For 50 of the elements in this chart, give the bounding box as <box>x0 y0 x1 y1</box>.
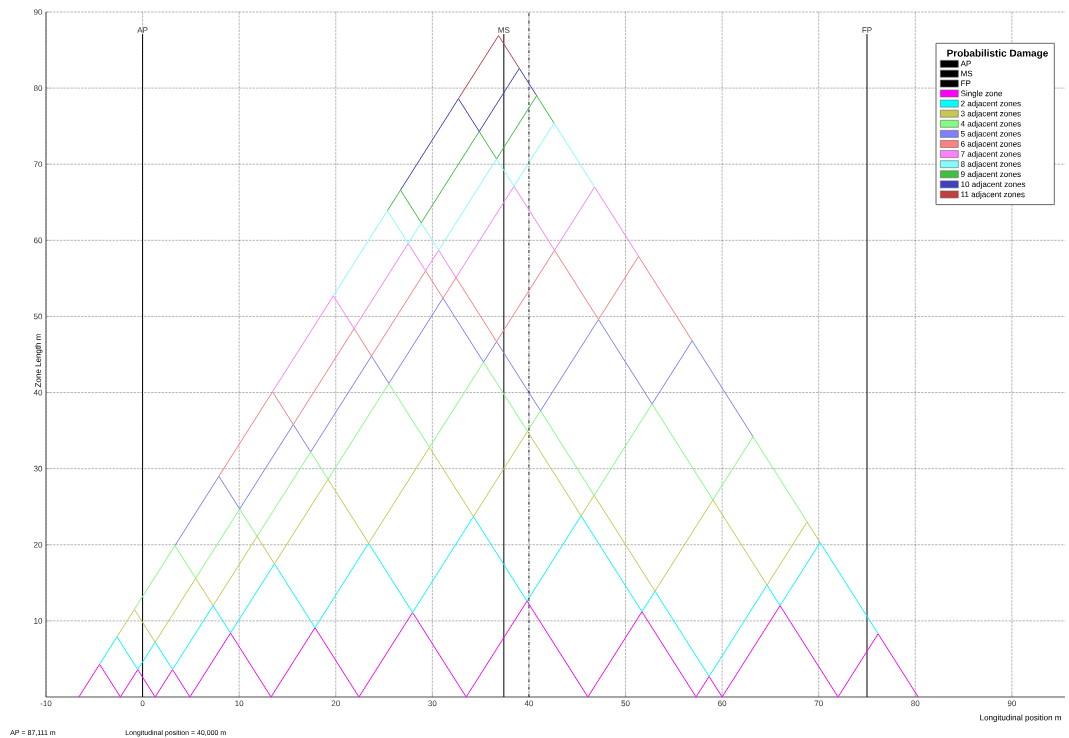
legend-label: MS <box>961 70 973 77</box>
y-tick-label: 30 <box>33 465 43 472</box>
line-series <box>133 361 808 610</box>
x-tick-label: 80 <box>911 700 920 707</box>
text: AP <box>137 27 148 33</box>
legend-label: 5 adjacent zones <box>960 130 1021 139</box>
legend-label: Single zone <box>960 90 1003 98</box>
line-series <box>174 297 754 547</box>
x-tick-label: 40 <box>524 700 534 707</box>
x-axis-title: Longitudinal position m <box>980 714 1061 722</box>
x-tick-label: 0 <box>140 700 145 707</box>
legend-label: 9 adjacent zones <box>961 171 1021 179</box>
x-tick-label: 50 <box>621 700 630 707</box>
x-tick-label: -10 <box>40 700 52 707</box>
line-series <box>78 600 919 698</box>
line-series <box>332 122 596 297</box>
legend-label: 10 adjacent zones <box>961 181 1026 189</box>
y-axis-title: Zone Length m <box>35 334 43 388</box>
y-tick-label: 50 <box>33 313 43 320</box>
legend-label: 11 adjacent zones <box>961 191 1025 199</box>
legend-label: AP <box>960 60 971 67</box>
y-tick-label: 40 <box>33 389 43 396</box>
x-tick-label: 20 <box>331 700 340 707</box>
text: FP <box>862 27 872 33</box>
y-tick-label: 20 <box>33 541 43 548</box>
text: MS <box>498 27 510 33</box>
y-tick-label: 70 <box>33 161 43 168</box>
legend-label: 7 adjacent zones <box>961 150 1021 159</box>
line-series <box>399 67 538 191</box>
line-series <box>116 430 821 643</box>
y-tick-label: 10 <box>34 618 43 624</box>
line-series <box>272 185 640 393</box>
legend-label: 2 adjacent zones <box>961 100 1021 108</box>
x-tick-label: 10 <box>235 700 244 707</box>
y-tick-label: 90 <box>33 9 43 15</box>
x-tick-label: 90 <box>1007 700 1017 707</box>
line-series <box>218 249 693 477</box>
legend-label: FP <box>961 80 971 87</box>
legend-label: 8 adjacent zones <box>960 161 1021 169</box>
line-series <box>99 515 879 677</box>
y-tick-label: 60 <box>33 237 43 244</box>
legend-label: 4 adjacent zones <box>960 120 1021 129</box>
x-tick-label: 70 <box>814 700 823 707</box>
y-tick-label: 80 <box>33 85 43 91</box>
line-series <box>386 95 555 224</box>
legend-title: Probabilistic Damage <box>947 49 1048 59</box>
x-tick-label: 30 <box>428 700 437 707</box>
legend-label: 3 adjacent zones <box>960 110 1021 119</box>
legend-label: 6 adjacent zones <box>961 140 1021 149</box>
x-tick-label: 60 <box>718 700 727 707</box>
